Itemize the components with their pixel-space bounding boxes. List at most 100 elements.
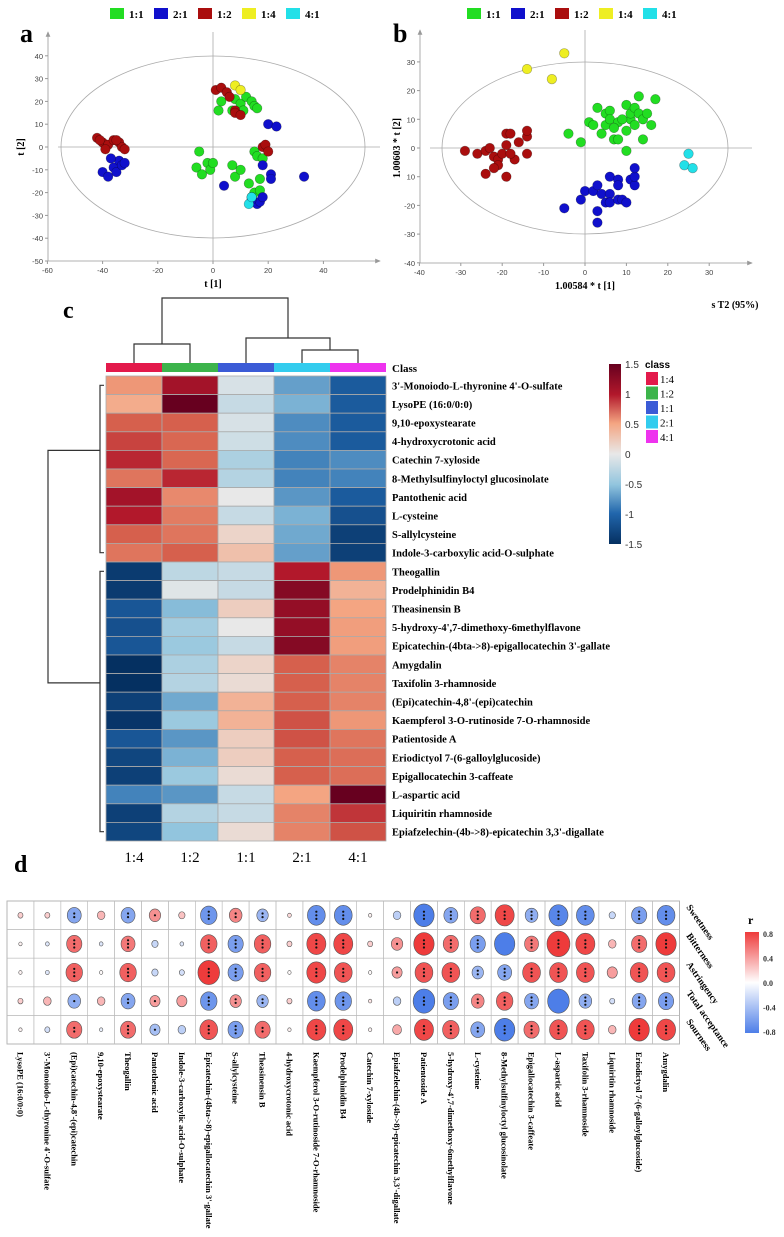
significance-dot bbox=[234, 912, 237, 915]
significance-dot bbox=[73, 916, 76, 919]
significance-dot bbox=[207, 914, 210, 917]
heatmap-cell bbox=[161, 561, 219, 582]
heatmap-row-label: Epiafzelechin-(4b->8)-epicatechin 3,3'-d… bbox=[392, 828, 604, 839]
heatmap-cell bbox=[105, 412, 163, 433]
scatter-point-1-1 bbox=[613, 134, 624, 145]
heatmap-cell bbox=[105, 449, 163, 470]
significance-dot bbox=[557, 1025, 560, 1028]
correlation-column-label: Theogallin bbox=[123, 1052, 133, 1091]
significance-dot bbox=[315, 917, 318, 921]
scatter-point-1-2 bbox=[224, 91, 235, 102]
correlation-circle bbox=[44, 912, 51, 919]
significance-dot bbox=[503, 971, 506, 974]
heatmap-cell bbox=[329, 524, 387, 544]
heatmap-cell bbox=[273, 375, 331, 396]
correlation-column-label: 9,10-epoxystearate bbox=[96, 1052, 106, 1120]
heatmap-cell bbox=[217, 598, 275, 619]
scatter-point-2-1 bbox=[559, 203, 570, 214]
scatter-point-1-2 bbox=[111, 135, 122, 146]
correlation-column-label: Taxifolin 3-rhamnoside bbox=[580, 1052, 590, 1137]
significance-dot bbox=[126, 942, 130, 946]
correlation-circle bbox=[179, 969, 185, 976]
x-tick-label: 20 bbox=[264, 266, 272, 275]
significance-dot bbox=[449, 967, 452, 971]
heatmap-row-label: Epicatechin-(4bta->8)-epigallocatechin 3… bbox=[392, 642, 610, 653]
legend-swatch-1-4 bbox=[599, 8, 613, 19]
significance-dot bbox=[395, 942, 399, 946]
row-dendrogram-branch bbox=[99, 570, 104, 833]
significance-dot bbox=[234, 998, 237, 1001]
y-tick-label: -30 bbox=[404, 230, 415, 239]
correlation-circle bbox=[254, 1020, 271, 1039]
significance-dot bbox=[476, 1001, 479, 1005]
significance-dot bbox=[342, 996, 345, 999]
heatmap-cell bbox=[161, 673, 219, 693]
heatmap-cell bbox=[273, 505, 331, 526]
significance-dot bbox=[342, 971, 345, 974]
significance-dot bbox=[584, 996, 587, 999]
scatter-point-2-1 bbox=[257, 192, 268, 203]
significance-dot bbox=[503, 967, 506, 971]
significance-dot bbox=[449, 914, 452, 917]
significance-dot bbox=[126, 1028, 130, 1031]
correlation-circle bbox=[151, 968, 159, 977]
heatmap-cell bbox=[161, 449, 219, 470]
heatmap-cell bbox=[105, 561, 163, 582]
significance-dot bbox=[449, 971, 452, 974]
y-tick-label: 0 bbox=[39, 143, 43, 152]
legend-label: 2:1 bbox=[173, 9, 188, 21]
heatmap-cell bbox=[273, 766, 331, 786]
heatmap-cell bbox=[217, 468, 275, 489]
legend-swatch-1-4 bbox=[242, 8, 256, 19]
scatter-point-2-1 bbox=[629, 180, 640, 191]
x-tick-label: -40 bbox=[414, 268, 425, 277]
panel-label-a: a bbox=[20, 19, 33, 48]
heatmap-cell bbox=[105, 654, 163, 675]
scatter-point-1-2 bbox=[521, 125, 533, 136]
panel-b-ylabel: 1.00603 * t [2] bbox=[392, 118, 403, 178]
scatter-point-2-1 bbox=[103, 171, 114, 182]
significance-dot bbox=[315, 942, 318, 946]
significance-dot bbox=[234, 942, 237, 946]
scatter-point-1-2 bbox=[235, 109, 246, 121]
significance-dot bbox=[261, 975, 264, 978]
row-dendrogram-root bbox=[47, 449, 100, 684]
scatter-point-1-2 bbox=[521, 148, 533, 159]
colorbar-tick-label: 1.5 bbox=[625, 360, 639, 371]
corr-colorbar-tick-label: -0.8 bbox=[763, 1028, 776, 1037]
heatmap-cell bbox=[161, 524, 219, 544]
heatmap-cell bbox=[161, 710, 219, 730]
correlation-circle bbox=[608, 911, 616, 920]
heatmap-row-label: Theogallin bbox=[392, 567, 440, 578]
heatmap-cell bbox=[105, 505, 163, 526]
corr-colorbar-title: r bbox=[748, 913, 754, 927]
heatmap-cell bbox=[217, 803, 275, 823]
correlation-circle bbox=[256, 908, 269, 923]
significance-dot bbox=[261, 971, 264, 974]
significance-dot bbox=[73, 1000, 76, 1003]
heatmap-cell bbox=[161, 598, 219, 619]
heatmap-cell bbox=[273, 747, 331, 768]
correlation-circle bbox=[547, 988, 570, 1014]
correlation-circle bbox=[606, 966, 618, 979]
significance-dot bbox=[73, 1026, 76, 1029]
heatmap-cell bbox=[329, 784, 387, 805]
significance-dot bbox=[261, 942, 264, 946]
correlation-circle bbox=[17, 997, 24, 1005]
y-tick-label: 10 bbox=[35, 120, 43, 129]
scatter-point-2-1 bbox=[298, 171, 310, 182]
heatmap-class-legend-title: class bbox=[645, 360, 670, 371]
significance-dot bbox=[207, 939, 210, 942]
significance-dot bbox=[664, 939, 668, 942]
panel-label-c: c bbox=[63, 298, 74, 324]
class-bar-4-1 bbox=[330, 363, 386, 372]
x-tick-label: -30 bbox=[455, 268, 466, 277]
heatmap-row-label: S-allylcysteine bbox=[392, 530, 456, 541]
significance-dot bbox=[207, 917, 210, 921]
significance-dot bbox=[638, 1025, 641, 1028]
heatmap-cell bbox=[161, 766, 219, 786]
heatmap-row-label: 3'-Monoiodo-L-thyronine 4'-O-sulfate bbox=[392, 381, 563, 392]
significance-dot bbox=[342, 1000, 345, 1003]
heatmap-cell bbox=[105, 487, 163, 507]
significance-dot bbox=[207, 971, 210, 974]
